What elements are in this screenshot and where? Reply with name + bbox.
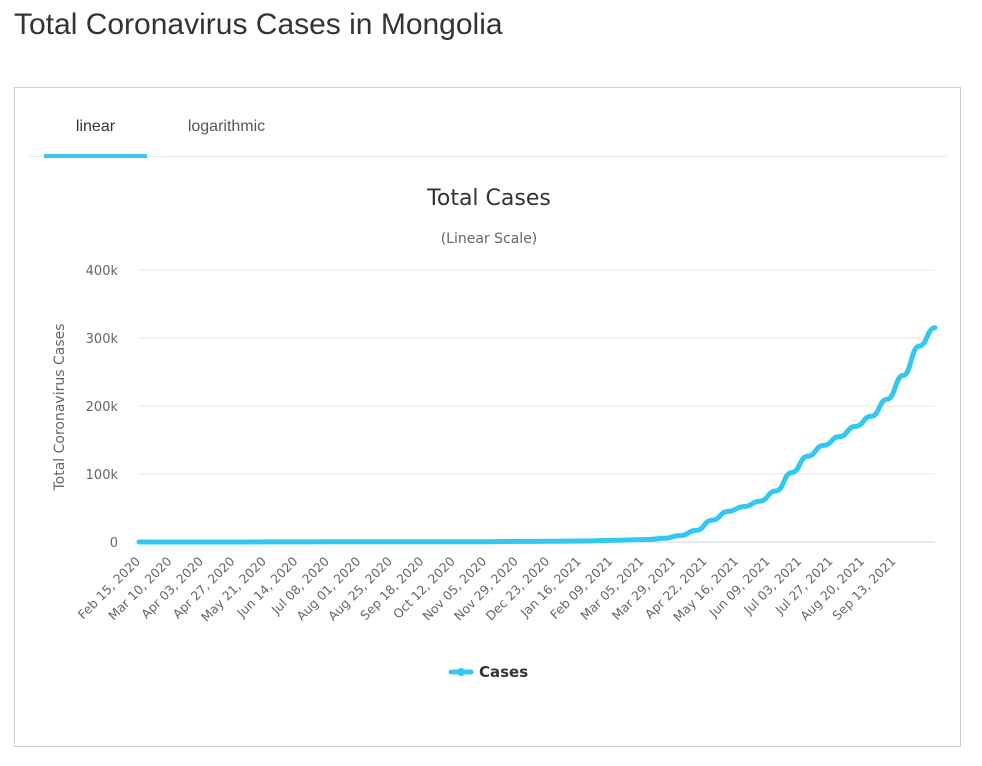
- tab-logarithmic-label: logarithmic: [187, 118, 266, 135]
- chart-panel: linear logarithmic: [14, 87, 961, 747]
- legend-point-marker: [457, 668, 465, 676]
- y-tick-label: 0: [110, 536, 118, 551]
- chart-subtitle: (Linear Scale): [441, 231, 538, 247]
- y-axis-label: Total Coronavirus Cases: [52, 323, 68, 491]
- series-line-cases[interactable]: [136, 325, 938, 545]
- tab-linear[interactable]: linear: [44, 106, 147, 158]
- y-axis-ticks: 0 100k 200k 300k 400k: [86, 264, 119, 551]
- active-tab-indicator: [44, 154, 147, 158]
- y-tick-label: 100k: [86, 468, 119, 483]
- grid-lines: [139, 269, 935, 543]
- tab-logarithmic[interactable]: logarithmic: [159, 106, 294, 156]
- legend-label-cases: Cases: [479, 663, 528, 681]
- page-title: Total Coronavirus Cases in Mongolia: [14, 8, 503, 41]
- y-tick-label: 200k: [86, 400, 119, 415]
- tab-linear-label: linear: [75, 118, 116, 135]
- scale-tabs: linear logarithmic: [29, 106, 947, 158]
- series-group: [136, 325, 938, 545]
- y-tick-label: 400k: [86, 264, 119, 279]
- chart-title: Total Cases: [426, 186, 551, 211]
- legend[interactable]: Cases: [448, 663, 528, 681]
- y-tick-label: 300k: [86, 332, 119, 347]
